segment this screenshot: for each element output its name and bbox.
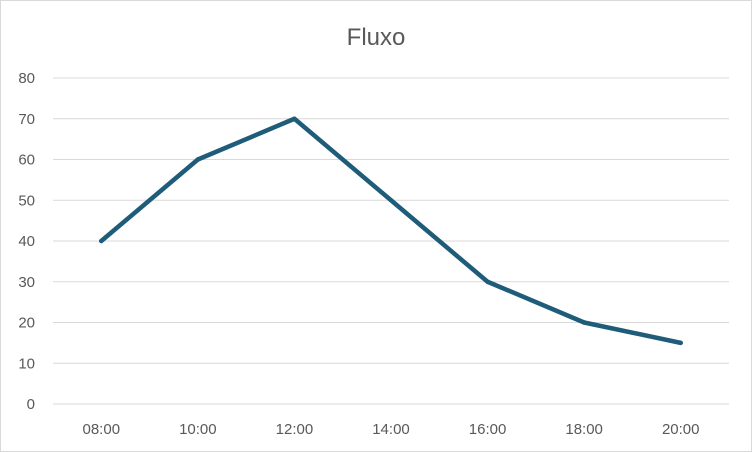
- gridlines: [53, 77, 729, 405]
- y-tick-label: 80: [18, 70, 35, 87]
- y-tick-label: 40: [18, 233, 35, 250]
- x-axis-labels: 08:00 10:00 12:00 14:00 16:00 18:00 20:00: [83, 421, 700, 438]
- y-tick-label: 30: [18, 274, 35, 291]
- x-tick-label: 14:00: [372, 421, 410, 438]
- data-point: [99, 238, 104, 244]
- y-tick-label: 50: [18, 192, 35, 209]
- y-axis-labels: 0 10 20 30 40 50 60 70 80: [18, 70, 35, 413]
- x-tick-label: 10:00: [179, 421, 217, 438]
- data-point: [678, 340, 683, 346]
- y-tick-label: 70: [18, 111, 35, 128]
- y-tick-label: 10: [18, 355, 35, 372]
- data-point: [485, 279, 490, 284]
- y-tick-label: 0: [27, 396, 35, 413]
- x-tick-label: 18:00: [565, 421, 603, 438]
- y-tick-label: 60: [18, 152, 35, 169]
- data-point: [195, 157, 201, 162]
- chart-title: Fluxo: [347, 24, 406, 51]
- x-tick-label: 20:00: [662, 421, 700, 438]
- x-tick-label: 12:00: [276, 421, 314, 438]
- data-point: [581, 320, 587, 325]
- data-point: [388, 198, 394, 203]
- series-line-0: [99, 116, 683, 346]
- x-tick-label: 16:00: [469, 421, 507, 438]
- y-tick-label: 20: [18, 315, 35, 332]
- series-layer: [99, 116, 683, 346]
- x-tick-label: 08:00: [83, 421, 121, 438]
- data-point: [292, 116, 297, 121]
